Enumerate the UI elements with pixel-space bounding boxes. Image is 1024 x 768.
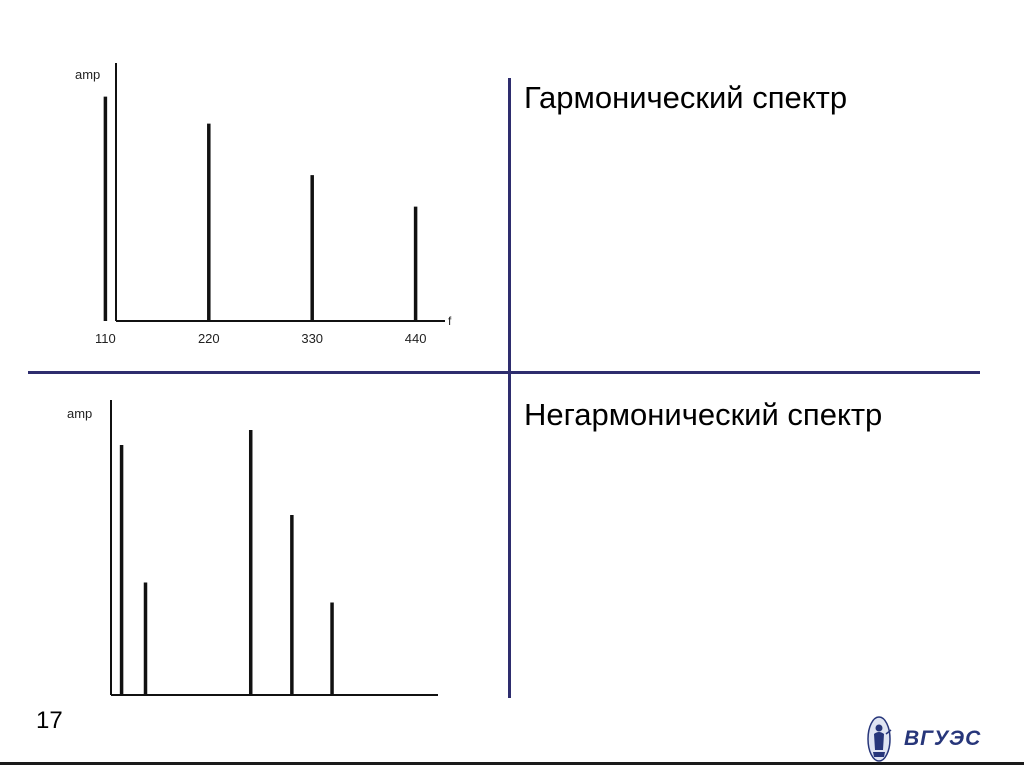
page-number: 17 [36,707,63,734]
x-tick-label: 220 [198,331,220,346]
logo-text: ВГУЭС [904,727,981,750]
logo-emblem-icon [867,716,892,762]
horizontal-divider [28,371,980,374]
university-logo: ВГУЭС [867,716,981,762]
harmonic-spectrum-chart: amp f 110220330440550 [75,63,452,346]
x-axis-label: f [448,314,452,328]
x-tick-label: 330 [301,331,323,346]
inharmonic-spectrum-chart: amp [67,400,438,696]
bottom-rule [0,762,1024,765]
vertical-divider [508,78,511,698]
y-axis-label: amp [75,67,100,82]
harmonic-spectrum-label: Гармонический спектр [524,80,848,115]
x-tick-label: 440 [405,331,427,346]
inharmonic-spectrum-label: Негармонический спектр [524,397,883,432]
y-axis-label: amp [67,406,92,421]
x-tick-label: 110 [95,331,116,346]
